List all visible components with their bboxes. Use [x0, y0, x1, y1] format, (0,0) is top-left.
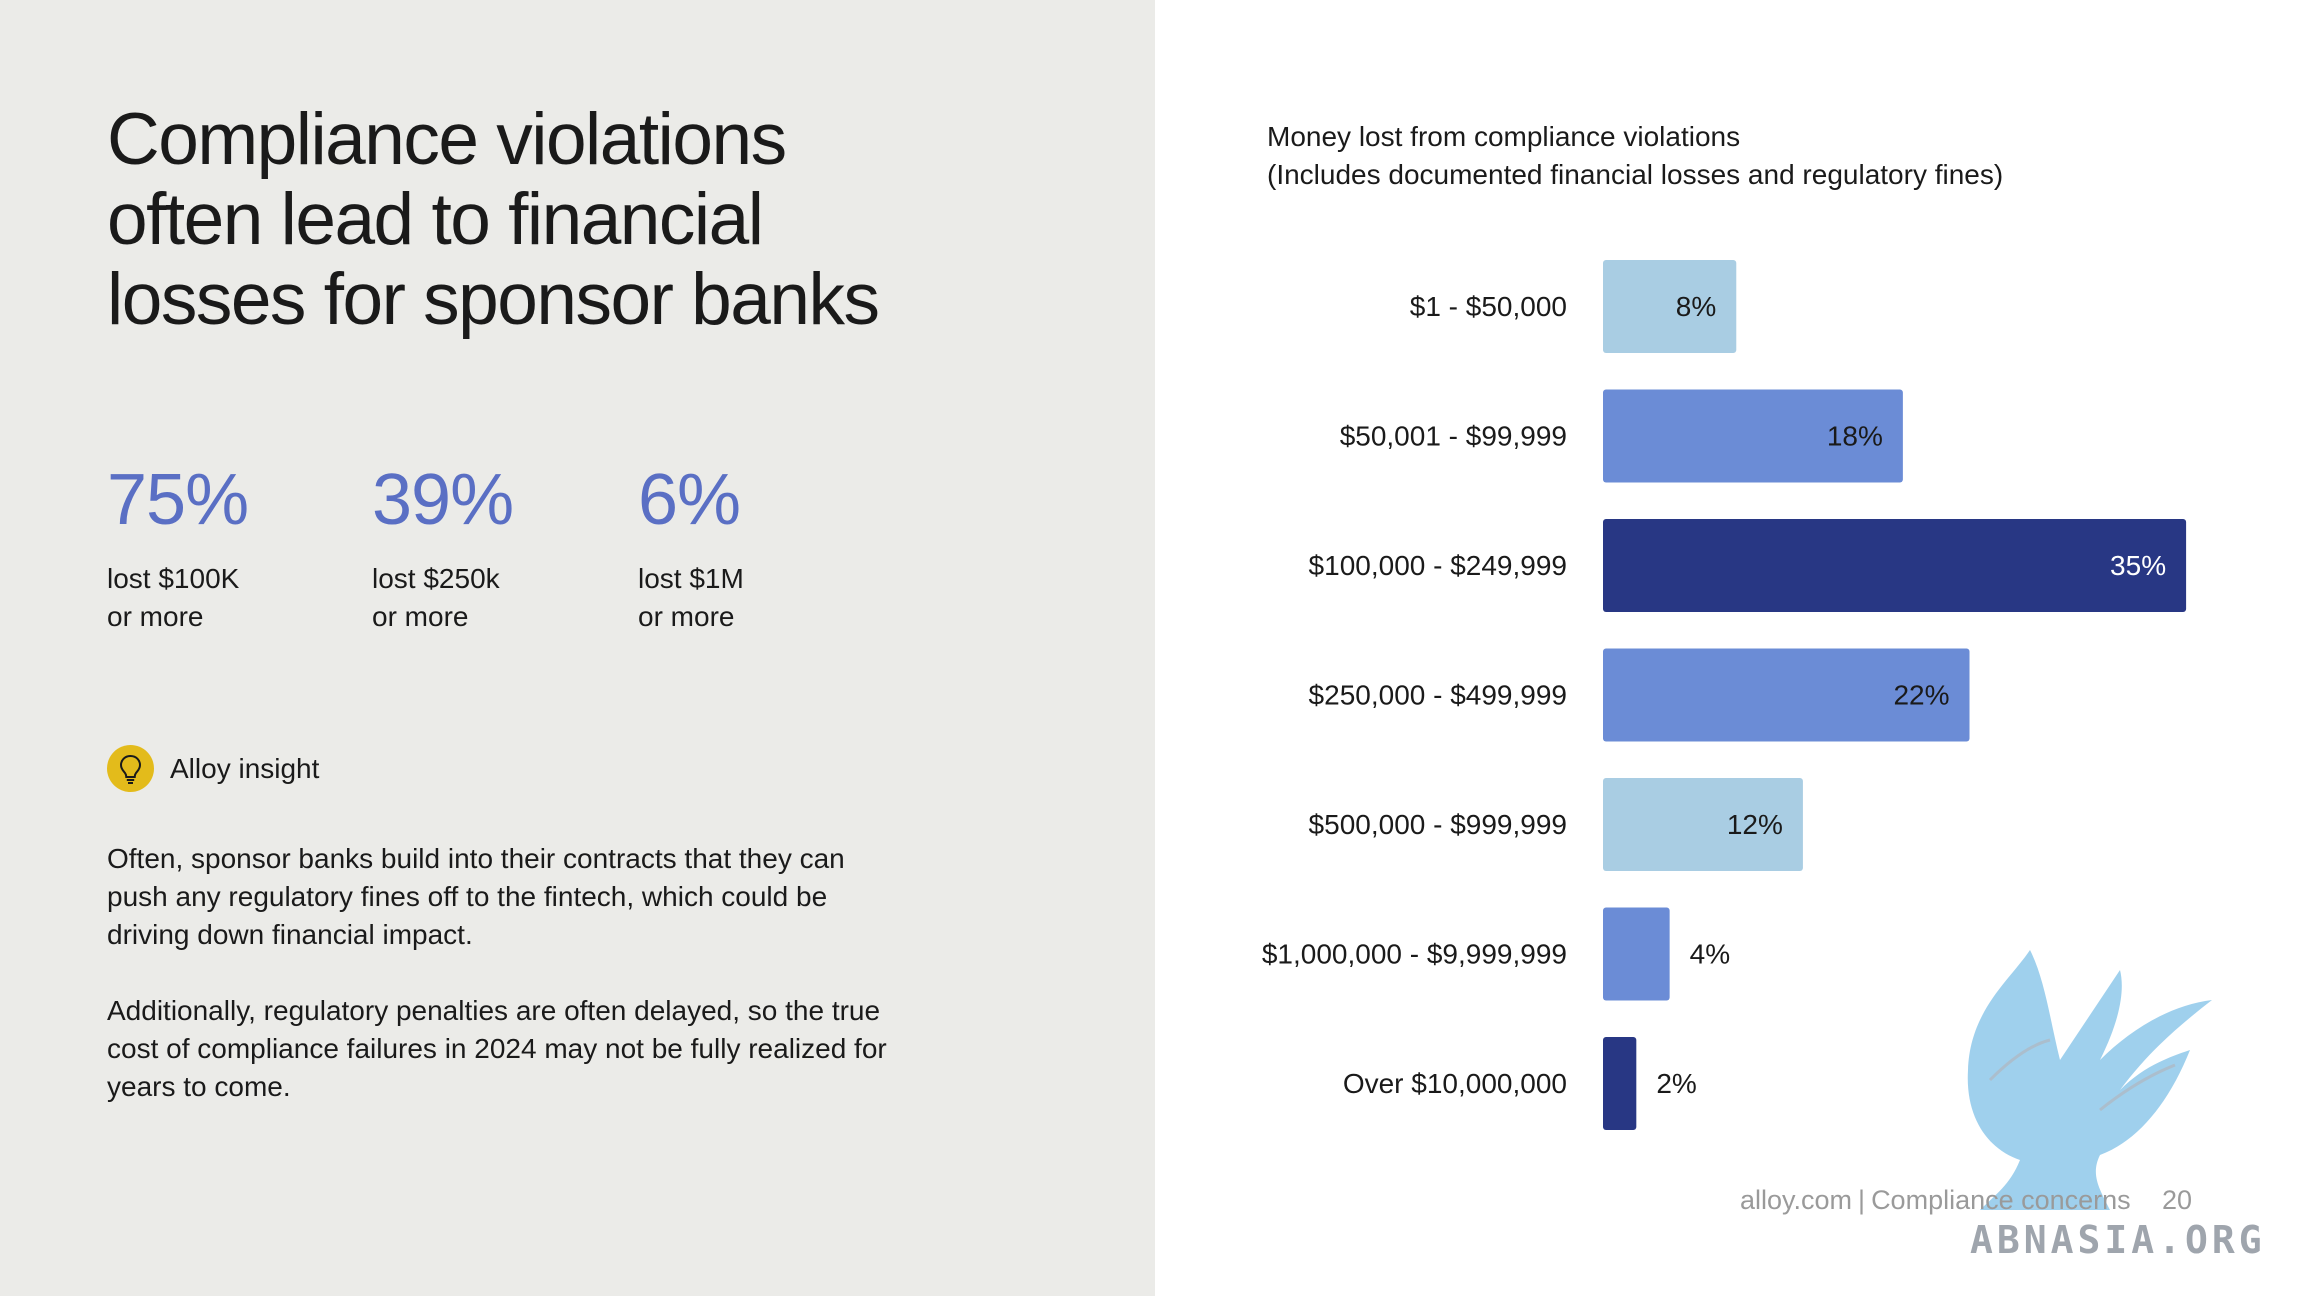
bar-value-label: 12% — [1727, 809, 1783, 840]
paragraph-line: years to come. — [107, 1071, 291, 1102]
title-line: often lead to financial — [107, 179, 764, 260]
page-title: Compliance violations often lead to fina… — [107, 100, 1007, 340]
insight-paragraph: Often, sponsor banks build into their co… — [107, 840, 887, 954]
stat-value: 75% — [107, 460, 249, 540]
stat-caption: or more — [372, 601, 469, 632]
category-label: $50,001 - $99,999 — [1340, 421, 1567, 452]
stat-caption: lost $250k — [372, 563, 500, 594]
title-line: losses for sponsor banks — [107, 259, 880, 340]
stat-block: 39% lost $250k or more — [372, 458, 622, 636]
watermark-text: ABNASIA.ORG — [1970, 1218, 2266, 1262]
bar — [1603, 260, 1737, 353]
bar — [1603, 519, 2187, 612]
paragraph-line: Often, sponsor banks build into their co… — [107, 843, 845, 874]
stat-value: 6% — [638, 460, 741, 540]
left-panel: Compliance violations often lead to fina… — [0, 0, 1155, 1296]
stat-caption: lost $100K — [107, 563, 240, 594]
footer-site: alloy.com — [1740, 1185, 1853, 1215]
bar-value-label: 35% — [2110, 550, 2166, 581]
category-label: $1 - $50,000 — [1410, 291, 1567, 322]
stat-caption: or more — [107, 601, 204, 632]
paragraph-line: push any regulatory fines off to the fin… — [107, 881, 828, 912]
category-label: $250,000 - $499,999 — [1309, 680, 1567, 711]
category-label: $500,000 - $999,999 — [1309, 809, 1567, 840]
insight-paragraph: Additionally, regulatory penalties are o… — [107, 992, 887, 1106]
bar — [1603, 1037, 1637, 1130]
insight-label: Alloy insight — [170, 753, 320, 784]
footer: alloy.com | Compliance concerns — [1740, 1183, 2131, 1217]
chart-title: Money lost from compliance violations — [1267, 121, 1741, 152]
bar — [1603, 389, 1903, 483]
page-number: 20 — [2162, 1185, 2193, 1215]
bar — [1603, 907, 1670, 1001]
footer-section: Compliance concerns — [1871, 1185, 2131, 1215]
bar-value-label: 18% — [1827, 421, 1883, 452]
paragraph-line: Additionally, regulatory penalties are o… — [107, 995, 881, 1026]
chart-subtitle: (Includes documented financial losses an… — [1267, 159, 2004, 190]
stat-block: 75% lost $100K or more — [107, 458, 357, 636]
paragraph-line: cost of compliance failures in 2024 may … — [107, 1033, 887, 1064]
paragraph-line: driving down financial impact. — [107, 919, 473, 950]
bar — [1603, 648, 1970, 742]
bird-logo — [1967, 950, 2212, 1210]
title-line: Compliance violations — [107, 99, 787, 180]
bar-value-label: 8% — [1676, 291, 1716, 322]
stat-value: 39% — [372, 460, 514, 540]
stat-block: 6% lost $1M or more — [638, 458, 888, 636]
lightbulb-icon — [119, 754, 142, 784]
stat-caption: lost $1M — [638, 563, 744, 594]
insight-badge — [107, 745, 154, 792]
category-label: Over $10,000,000 — [1343, 1068, 1567, 1099]
bar-value-label: 22% — [1893, 680, 1949, 711]
stat-caption: or more — [638, 601, 735, 632]
bar — [1603, 778, 1803, 871]
category-label: $1,000,000 - $9,999,999 — [1262, 939, 1567, 970]
footer-separator: | — [1858, 1185, 1866, 1215]
category-label: $100,000 - $249,999 — [1309, 550, 1567, 581]
bar-value-label: 2% — [1656, 1068, 1696, 1099]
bar-value-label: 4% — [1690, 939, 1730, 970]
